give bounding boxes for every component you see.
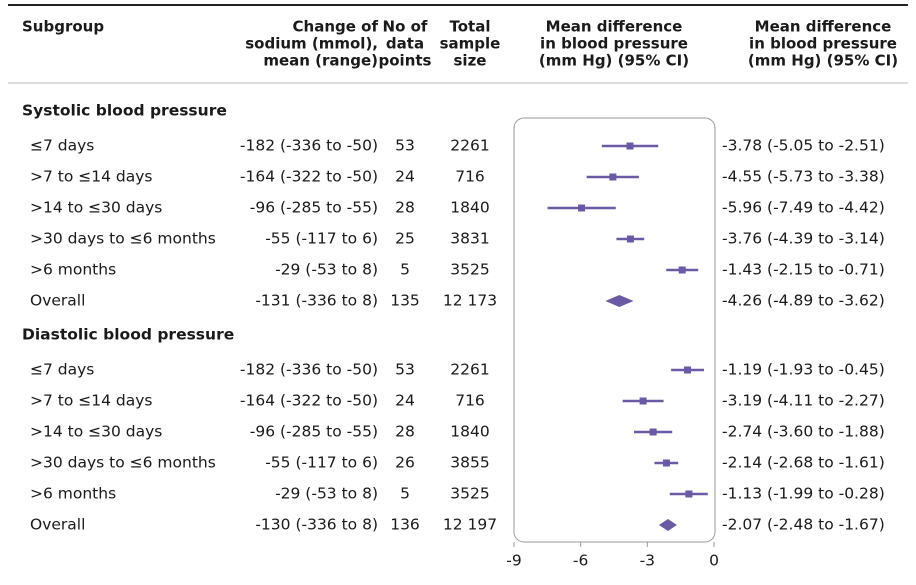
row-label: >14 to ≤30 days [30,199,162,217]
point-estimate [639,397,647,405]
sodium-change: -131 (-336 to 8) [255,292,378,310]
column-header: Change of [293,18,379,36]
column-header: mean (range) [263,52,378,70]
data-points: 24 [395,392,415,410]
x-tick-label: -3 [640,552,655,570]
data-points: 53 [395,361,415,379]
x-tick-label: -6 [573,552,588,570]
sample-size: 2261 [450,137,489,155]
ci-label: -1.19 (-1.93 to -0.45) [722,361,885,379]
column-header: Mean difference [755,18,892,36]
row-label: >7 to ≤14 days [30,168,153,186]
data-points: 5 [400,485,410,503]
column-header: sodium (mmol), [245,35,378,53]
point-estimate [685,490,693,498]
column-header: sample [440,35,501,53]
sample-size: 716 [455,392,485,410]
column-header: Subgroup [22,18,104,36]
group-heading: Diastolic blood pressure [22,326,234,344]
sodium-change: -96 (-285 to -55) [250,423,378,441]
plot-frame [513,117,716,543]
data-points: 26 [395,454,415,472]
sodium-change: -182 (-336 to -50) [240,361,378,379]
data-points: 53 [395,137,415,155]
column-header: (mm Hg) (95% CI) [539,52,689,70]
sodium-change: -29 (-53 to 8) [275,261,378,279]
data-points: 24 [395,168,415,186]
sample-size: 2261 [450,361,489,379]
data-points: 5 [400,261,410,279]
point-estimate [678,266,686,274]
row-label: >7 to ≤14 days [30,392,153,410]
data-points: 28 [395,199,415,217]
row-label: >14 to ≤30 days [30,423,162,441]
sample-size: 716 [455,168,485,186]
x-tick-label: 0 [709,552,719,570]
data-points: 135 [390,292,420,310]
ci-label: -1.13 (-1.99 to -0.28) [722,485,885,503]
sample-size: 12 173 [443,292,497,310]
ci-label: -3.78 (-5.05 to -2.51) [722,137,885,155]
row-label: Overall [30,516,85,534]
ci-label: -4.26 (-4.89 to -3.62) [722,292,885,310]
row-label: >6 months [30,261,116,279]
sodium-change: -96 (-285 to -55) [250,199,378,217]
column-header: (mm Hg) (95% CI) [748,52,898,70]
ci-label: -4.55 (-5.73 to -3.38) [722,168,885,186]
ci-label: -2.74 (-3.60 to -1.88) [722,423,885,441]
row-label: Overall [30,292,85,310]
sample-size: 1840 [450,199,489,217]
row-label: >30 days to ≤6 months [30,454,216,472]
sodium-change: -164 (-322 to -50) [240,392,378,410]
sodium-change: -182 (-336 to -50) [240,137,378,155]
ci-label: -3.19 (-4.11 to -2.27) [722,392,885,410]
point-estimate [578,204,586,212]
summary-diamond [658,519,677,531]
column-header: points [379,52,432,70]
ci-label: -2.07 (-2.48 to -1.67) [722,516,885,534]
column-header: size [454,52,487,70]
summary-diamond [605,295,634,307]
column-header: Total [450,18,491,36]
row-label: ≤7 days [30,361,94,379]
data-points: 28 [395,423,415,441]
point-estimate [626,142,634,150]
point-estimate [649,428,657,436]
point-estimate [684,366,692,374]
data-points: 136 [390,516,420,534]
x-tick-label: -9 [506,552,521,570]
sample-size: 1840 [450,423,489,441]
group-heading: Systolic blood pressure [22,102,227,120]
sodium-change: -164 (-322 to -50) [240,168,378,186]
sodium-change: -130 (-336 to 8) [255,516,378,534]
point-estimate [662,459,670,467]
sample-size: 3855 [450,454,489,472]
sodium-change: -55 (-117 to 6) [265,454,378,472]
column-header: Mean difference [546,18,683,36]
point-estimate [609,173,617,181]
sodium-change: -55 (-117 to 6) [265,230,378,248]
row-label: >6 months [30,485,116,503]
sample-size: 3525 [450,261,489,279]
column-header: No of [383,18,428,36]
sample-size: 12 197 [443,516,497,534]
sample-size: 3525 [450,485,489,503]
ci-label: -5.96 (-7.49 to -4.42) [722,199,885,217]
sodium-change: -29 (-53 to 8) [275,485,378,503]
column-header: data [386,35,424,53]
row-label: ≤7 days [30,137,94,155]
row-label: >30 days to ≤6 months [30,230,216,248]
column-header: in blood pressure [749,35,897,53]
point-estimate [626,235,634,243]
sample-size: 3831 [450,230,489,248]
ci-label: -2.14 (-2.68 to -1.61) [722,454,885,472]
data-points: 25 [395,230,415,248]
ci-label: -1.43 (-2.15 to -0.71) [722,261,885,279]
ci-label: -3.76 (-4.39 to -3.14) [722,230,885,248]
column-header: in blood pressure [540,35,688,53]
